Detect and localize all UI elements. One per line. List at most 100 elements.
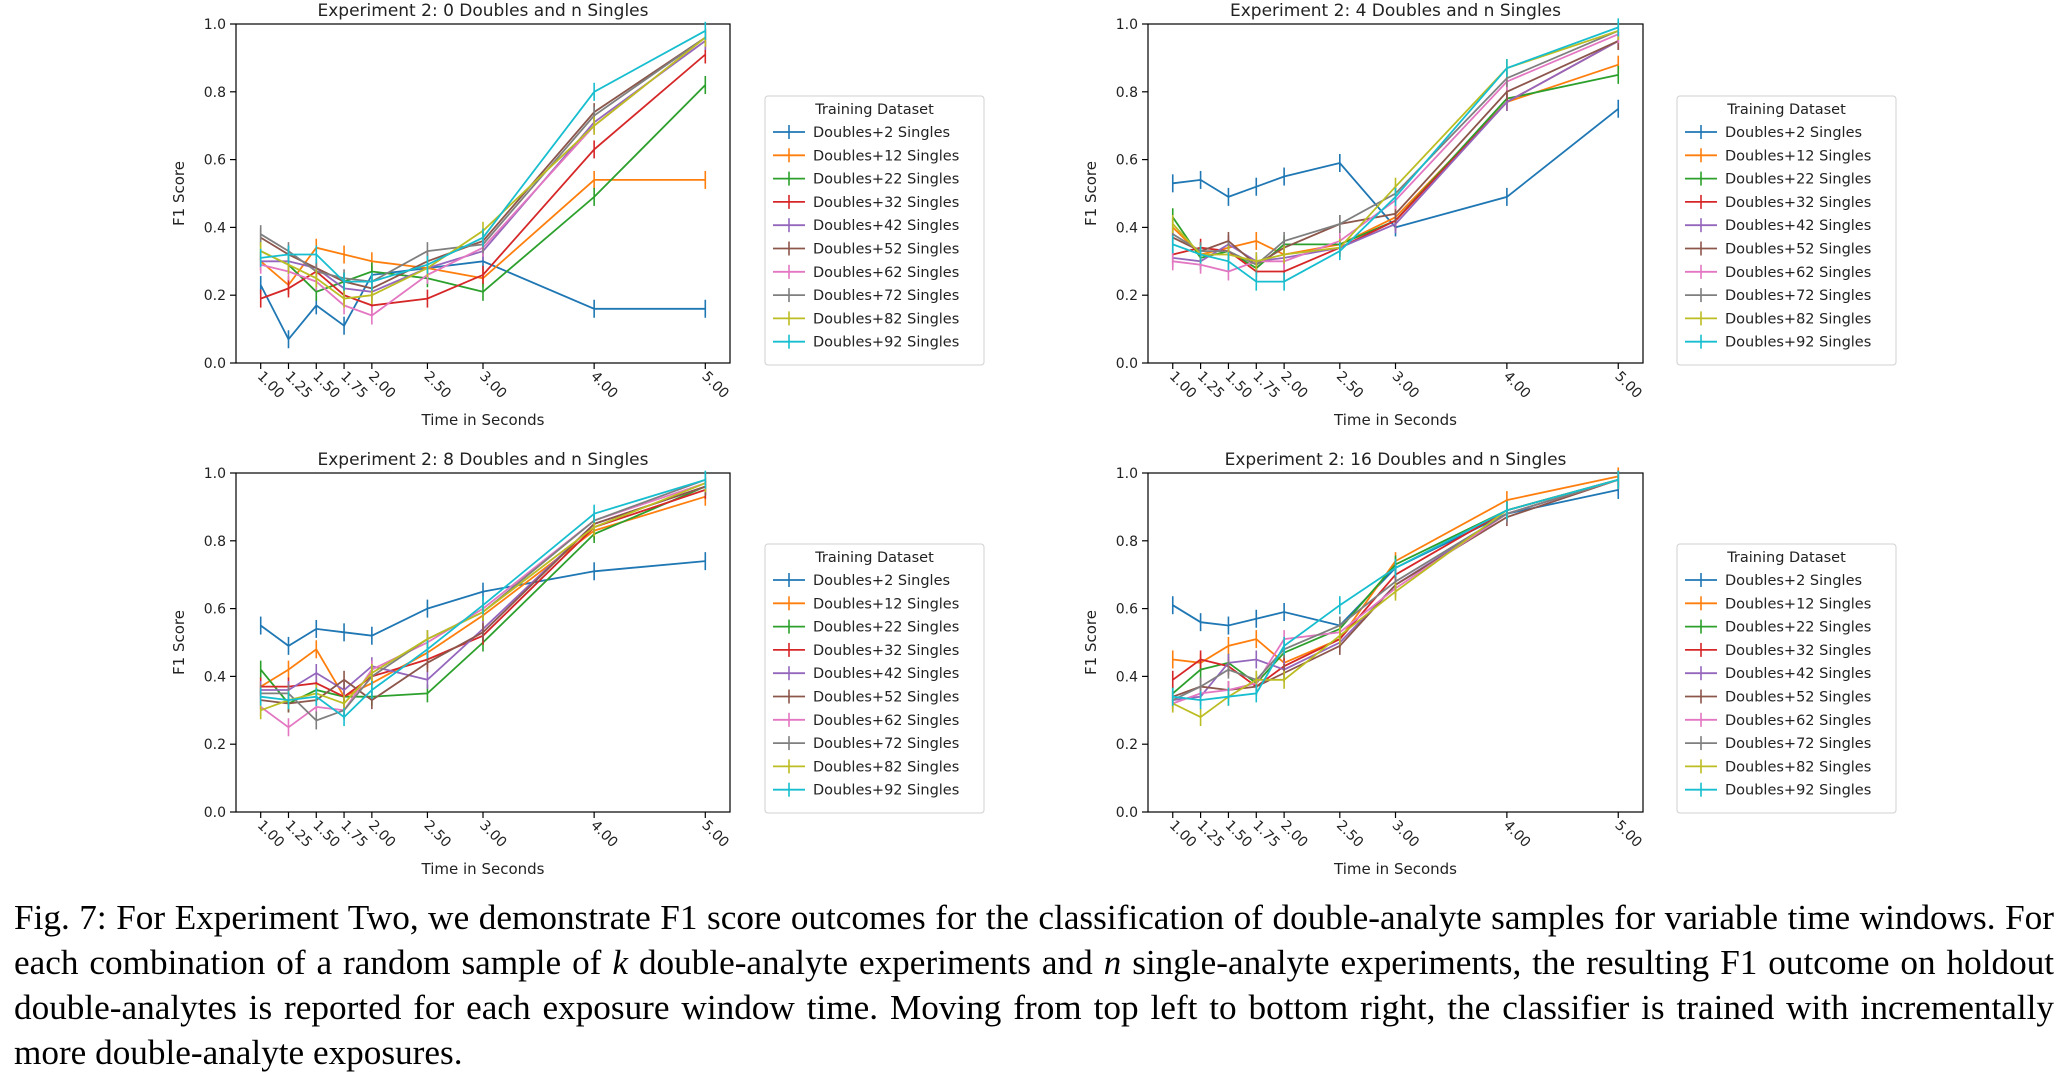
legend-entry: Doubles+22 Singles	[1725, 620, 1871, 636]
y-tick-label: 0.0	[204, 356, 226, 372]
x-tick-label: 5.00	[1611, 369, 1644, 402]
y-axis-label: F1 Score	[1082, 161, 1100, 226]
y-axis-label: F1 Score	[170, 610, 188, 675]
x-tick-label: 1.75	[337, 818, 370, 851]
y-tick-label: 0.2	[204, 288, 226, 304]
legend-entry: Doubles+52 Singles	[813, 690, 959, 706]
legend-entry: Doubles+12 Singles	[813, 596, 959, 612]
legend-entry: Doubles+42 Singles	[1725, 666, 1871, 682]
legend-entry: Doubles+42 Singles	[813, 218, 959, 234]
y-axis-label: F1 Score	[170, 161, 188, 226]
y-tick-label: 0.8	[204, 534, 226, 550]
caption-n: n	[1103, 943, 1122, 982]
series-line	[1172, 74, 1619, 270]
y-tick-label: 0.0	[1116, 356, 1138, 372]
chart-title: Experiment 2: 16 Doubles and n Singles	[1225, 450, 1567, 470]
legend-box	[764, 95, 985, 366]
x-tick-label: 4.00	[587, 369, 620, 402]
series-line	[1172, 40, 1619, 273]
figure-canvas: Experiment 2: 0 Doubles and n Singles 0.0…	[170, 1, 1897, 878]
x-tick-label: 4.00	[587, 818, 620, 851]
legend-entry: Doubles+52 Singles	[1725, 690, 1871, 706]
x-tick-label: 1.25	[1194, 369, 1227, 402]
legend-entry: Doubles+62 Singles	[1725, 265, 1871, 281]
x-tick-label: 5.00	[1611, 818, 1644, 851]
chart-title: Experiment 2: 4 Doubles and n Singles	[1230, 1, 1561, 21]
y-tick-label: 0.2	[1116, 737, 1138, 753]
legend-entry: Doubles+12 Singles	[1725, 148, 1871, 164]
x-tick-label: 2.50	[1333, 369, 1366, 402]
legend-entry: Doubles+42 Singles	[813, 666, 959, 682]
legend-entry: Doubles+92 Singles	[813, 783, 959, 799]
legend-entry: Doubles+2 Singles	[813, 573, 950, 589]
x-tick-label: 1.75	[1249, 818, 1282, 851]
x-axis-label: Time in Seconds	[1333, 860, 1457, 878]
y-tick-label: 0.2	[1116, 288, 1138, 304]
x-tick-label: 1.50	[1222, 818, 1255, 851]
x-tick-label: 1.50	[309, 818, 342, 851]
y-tick-label: 0.6	[1116, 602, 1138, 618]
x-tick-label: 1.00	[1166, 369, 1199, 402]
x-tick-label: 1.50	[309, 369, 342, 402]
x-tick-label: 1.00	[254, 818, 287, 851]
chart-panel-3: Experiment 2: 8 Doubles and n Singles 0.0…	[170, 450, 985, 878]
x-tick-label: 3.00	[1389, 369, 1422, 402]
y-tick-label: 1.0	[1116, 17, 1138, 33]
legend-entry: Doubles+82 Singles	[813, 311, 959, 327]
x-tick-label: 5.00	[698, 369, 731, 402]
legend-box	[764, 543, 985, 814]
legend: Training Dataset Doubles+2 Singles Doubles…	[764, 543, 985, 814]
legend-entry: Doubles+2 Singles	[813, 125, 950, 141]
legend-entry: Doubles+32 Singles	[813, 643, 959, 659]
x-tick-label: 2.50	[421, 369, 454, 402]
y-tick-label: 0.0	[1116, 805, 1138, 821]
caption-prefix: Fig. 7: For Experiment Two, we demonstra…	[14, 898, 2054, 982]
x-tick-label: 1.25	[1194, 818, 1227, 851]
y-tick-label: 0.8	[1116, 85, 1138, 101]
x-tick-label: 3.00	[476, 818, 509, 851]
legend-entry: Doubles+82 Singles	[1725, 311, 1871, 327]
legend: Training Dataset Doubles+2 Singles Doubles…	[1676, 543, 1897, 814]
y-axis-label: F1 Score	[1082, 610, 1100, 675]
x-tick-label: 2.00	[1277, 818, 1310, 851]
x-tick-label: 1.25	[282, 818, 315, 851]
y-tick-label: 0.4	[1116, 669, 1138, 685]
legend-entry: Doubles+22 Singles	[813, 172, 959, 188]
legend-entry: Doubles+52 Singles	[813, 242, 959, 258]
caption-suffix: single-analyte experiments, the resultin…	[14, 943, 2055, 1072]
legend: Training Dataset Doubles+2 Singles Doubles…	[764, 95, 985, 366]
legend-entry: Doubles+62 Singles	[813, 713, 959, 729]
y-tick-label: 1.0	[1116, 466, 1138, 482]
y-tick-label: 1.0	[204, 466, 226, 482]
x-tick-label: 2.00	[1277, 369, 1310, 402]
legend-entry: Doubles+82 Singles	[1725, 759, 1871, 775]
legend-box	[1676, 95, 1897, 366]
y-tick-label: 1.0	[204, 17, 226, 33]
plot-frame	[1147, 472, 1644, 813]
legend-box	[1676, 543, 1897, 814]
chart-panel-4: Experiment 2: 16 Doubles and n Singles 0.…	[1082, 450, 1897, 878]
legend-title: Training Dataset	[814, 102, 934, 118]
legend-entry: Doubles+32 Singles	[813, 195, 959, 211]
caption-k: k	[612, 943, 628, 982]
x-tick-label: 3.00	[1389, 818, 1422, 851]
legend-entry: Doubles+82 Singles	[813, 759, 959, 775]
legend-entry: Doubles+72 Singles	[813, 288, 959, 304]
x-tick-label: 1.50	[1222, 369, 1255, 402]
legend-title: Training Dataset	[1726, 102, 1846, 118]
x-axis-label: Time in Seconds	[421, 411, 545, 429]
legend-entry: Doubles+62 Singles	[813, 265, 959, 281]
legend: Training Dataset Doubles+2 Singles Doubles…	[1676, 95, 1897, 366]
legend-entry: Doubles+92 Singles	[813, 335, 959, 351]
chart-title: Experiment 2: 8 Doubles and n Singles	[318, 450, 649, 470]
chart-title: Experiment 2: 0 Doubles and n Singles	[318, 1, 649, 21]
x-tick-label: 1.75	[337, 369, 370, 402]
y-tick-label: 0.8	[1116, 534, 1138, 550]
y-tick-label: 0.6	[1116, 153, 1138, 169]
y-tick-label: 0.4	[204, 669, 226, 685]
legend-entry: Doubles+32 Singles	[1725, 643, 1871, 659]
y-tick-label: 0.6	[204, 602, 226, 618]
legend-entry: Doubles+72 Singles	[813, 736, 959, 752]
x-tick-label: 1.25	[282, 369, 315, 402]
series-line	[1172, 26, 1619, 283]
